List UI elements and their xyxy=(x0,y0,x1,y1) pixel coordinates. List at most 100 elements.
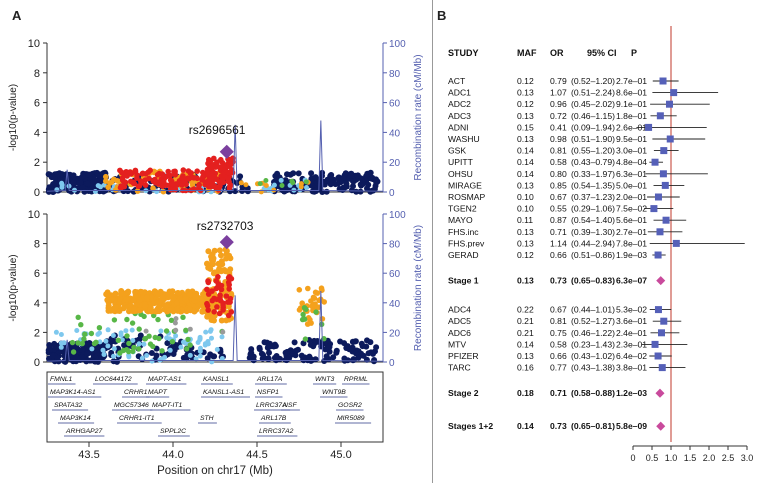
or-box xyxy=(658,329,665,337)
study-row: UPITT 0.14 0.58 (0.43–0.79) 4.8e–04 xyxy=(448,157,664,167)
snp-point xyxy=(147,307,154,314)
or-box xyxy=(670,89,678,97)
snp-point xyxy=(191,308,198,315)
p-value: 2.7e–01 xyxy=(616,76,647,86)
ci-value: (0.46–1.15) xyxy=(571,111,615,121)
snp-point xyxy=(139,355,145,361)
snp-point xyxy=(263,178,269,183)
y2-tick-label: 20 xyxy=(389,328,401,339)
gene-track: FMNL1 LOC644172 MAPT-AS1 KANSL1 ARL17A WNT3 RP… xyxy=(46,371,384,443)
snp-point xyxy=(197,334,203,340)
snp-point xyxy=(70,349,77,355)
or-value: 0.79 xyxy=(550,76,567,86)
p-value: 6.4e–02 xyxy=(616,351,647,361)
snp-point xyxy=(303,179,309,185)
gene-label: FMNL1 xyxy=(50,376,73,383)
gene-label: ARL17A xyxy=(256,376,283,383)
snp-point xyxy=(309,188,316,195)
p-value: 2.4e–01 xyxy=(616,328,647,338)
snp-point xyxy=(143,328,149,334)
snp-point xyxy=(149,358,155,364)
header-p: P xyxy=(631,48,637,58)
study-row: GERAD 0.12 0.66 (0.51–0.86) 1.9e–03 xyxy=(448,250,666,260)
study-row: FHS.inc 0.13 0.71 (0.39–1.30) 2.7e–01 xyxy=(448,227,683,237)
ci-value: (0.09–1.94) xyxy=(571,122,615,132)
snp-point xyxy=(337,179,344,186)
gene-label: SPPL2C xyxy=(160,428,186,435)
snp-point xyxy=(111,346,117,352)
or-value: 0.73 xyxy=(550,421,567,431)
p-value: 2.0e–01 xyxy=(616,192,647,202)
gene-label: LOC644172 xyxy=(95,376,132,383)
y-axis-title: -log10(p-value) xyxy=(8,254,19,321)
study-name: Stages 1+2 xyxy=(448,421,493,431)
snp-point xyxy=(226,286,232,292)
p-value: 6.3e–07 xyxy=(616,276,647,286)
snp-point xyxy=(108,179,115,185)
snp-point xyxy=(183,327,189,333)
or-box xyxy=(656,228,664,236)
ci-value: (0.52–1.27) xyxy=(571,316,615,326)
snp-point xyxy=(263,183,269,188)
y-tick-label: 2 xyxy=(34,157,40,169)
snp-point xyxy=(244,188,251,195)
maf-value: 0.12 xyxy=(517,76,534,86)
snp-point xyxy=(187,170,194,177)
snp-point xyxy=(300,311,306,318)
snp-point xyxy=(118,290,124,297)
snp-point xyxy=(92,189,98,194)
p-value: 8.6e–01 xyxy=(616,88,647,98)
study-row: OHSU 0.14 0.80 (0.33–1.97) 6.3e–01 xyxy=(448,169,708,179)
snp-point xyxy=(348,187,355,194)
panel-b-label: B xyxy=(437,8,446,23)
snp-point xyxy=(289,178,295,184)
snp-point xyxy=(284,171,290,178)
snp-point xyxy=(129,327,135,333)
snp-point xyxy=(357,181,364,188)
or-value: 0.72 xyxy=(550,111,567,121)
ci-value: (0.51–0.86) xyxy=(571,250,615,260)
snp-point xyxy=(100,347,106,353)
snp-point xyxy=(187,352,193,358)
snp-point xyxy=(264,355,271,362)
study-name: ADC3 xyxy=(448,111,471,121)
snp-point xyxy=(159,294,166,301)
snp-point xyxy=(59,184,65,190)
snp-point xyxy=(225,312,232,319)
p-value: 7.5e–02 xyxy=(616,204,647,214)
p-value: 3.0e–01 xyxy=(616,146,647,156)
snp-point xyxy=(300,356,307,363)
study-name: Stage 1 xyxy=(448,276,479,286)
x-tick-label: 44.5 xyxy=(246,449,267,461)
snp-point xyxy=(154,172,161,178)
gene-label: RPRML xyxy=(344,376,368,383)
snp-point xyxy=(187,326,193,332)
snp-point xyxy=(158,328,164,334)
p-value: 3.8e–01 xyxy=(616,363,647,373)
header-ci: 95% CI xyxy=(587,48,617,58)
gene-label: MAP3K14 xyxy=(60,415,91,422)
forest-x-tick-label: 3.0 xyxy=(741,453,754,463)
gene-label: LRRC37A xyxy=(256,402,287,409)
snp-point xyxy=(219,261,226,268)
x-tick-label: 43.5 xyxy=(78,449,99,461)
gene-label: MIR5089 xyxy=(337,415,365,422)
summary-row: Stage 1 0.13 0.73 (0.65–0.83) 6.3e–07 xyxy=(448,276,666,286)
snp-point xyxy=(205,279,212,286)
y2-tick-label: 60 xyxy=(389,269,401,280)
study-row: ADC6 0.21 0.75 (0.46–1.22) 2.4e–01 xyxy=(448,328,680,338)
snp-point xyxy=(207,328,213,334)
x-axis-title: Position on chr17 (Mb) xyxy=(157,465,273,477)
snp-point xyxy=(124,333,130,339)
gene-label: CRHR1 xyxy=(124,389,148,396)
snp-point xyxy=(214,347,220,352)
recombination-rate-line xyxy=(46,120,384,192)
snp-point xyxy=(213,285,220,292)
snp-point xyxy=(142,182,149,188)
snp-point xyxy=(319,316,326,322)
snp-point xyxy=(137,332,144,339)
snp-point xyxy=(148,350,155,356)
gene-label: CRHR1-IT1 xyxy=(119,415,155,422)
forest-x-tick-label: 2.0 xyxy=(703,453,716,463)
